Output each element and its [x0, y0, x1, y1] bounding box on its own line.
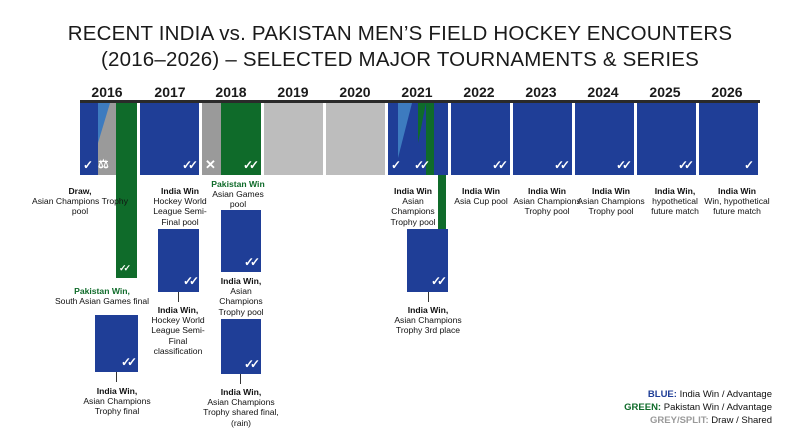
- title-line-2: (2016–2026) – SELECTED MAJOR TOURNAMENTS…: [100, 48, 700, 71]
- block-2026-india-win: ✓: [699, 103, 758, 175]
- double-check-icon: ✓✓: [616, 158, 632, 172]
- double-check-icon: ✓✓: [431, 274, 447, 288]
- block-2018-india-win-pool: ✓✓: [221, 210, 261, 272]
- block-2024-india-win: ✓✓: [575, 103, 634, 175]
- label-2016-india-win-final: India Win, Asian Champions Trophy final: [83, 386, 151, 417]
- stem-2018: [240, 374, 241, 384]
- cross-icon: ✕: [205, 157, 216, 172]
- label-2018-shared-final: India Win, Asian Champions Trophy shared …: [203, 387, 279, 428]
- block-2017-india-win: ✓✓: [140, 103, 199, 175]
- year-2019: 2019: [277, 84, 309, 100]
- block-2016-india-win-final: ✓✓: [95, 315, 138, 372]
- check-icon: ✓: [391, 158, 402, 172]
- block-2020-no-match: [326, 103, 385, 175]
- block-2021-third-place: ✓✓: [407, 229, 448, 292]
- year-2025: 2025: [649, 84, 681, 100]
- label-2016-draw: Draw, Asian Champions Trophy pool: [31, 186, 128, 217]
- label-2017-classification: India Win, Hockey World League Semi-Final…: [151, 305, 205, 356]
- block-2016-split: ✓ ⚖: [80, 103, 137, 175]
- double-check-icon: ✓✓: [492, 158, 508, 172]
- year-2023: 2023: [525, 84, 557, 100]
- double-check-icon: ✓✓: [554, 158, 570, 172]
- split-background-2016: [80, 103, 137, 175]
- legend-blue: BLUE: India Win / Advantage: [647, 389, 772, 400]
- label-2026: India Win Win, hypothetical future match: [704, 186, 770, 217]
- check-icon: ✓: [744, 158, 755, 172]
- year-2026: 2026: [711, 84, 743, 100]
- check-cross-icon: ✓✓: [119, 263, 131, 273]
- block-2021-split: ✓ ✓✓: [388, 103, 448, 175]
- stem-2017: [178, 292, 179, 302]
- label-2025: India Win, hypothetical future match: [651, 186, 699, 217]
- year-2021: 2021: [401, 84, 433, 100]
- double-check-icon: ✓✓: [414, 158, 430, 172]
- label-2023: India Win Asian Champions Trophy pool: [513, 186, 581, 217]
- legend-grey: GREY/SPLIT: Draw / Shared: [650, 415, 772, 426]
- label-2022: India Win Asia Cup pool: [454, 186, 508, 207]
- block-2018-pakistan-win: ✓✓: [221, 103, 261, 175]
- timeline-axis: [80, 100, 760, 103]
- stem-2021: [428, 292, 429, 302]
- block-2017-classification: ✓✓: [158, 229, 199, 292]
- scales-icon: ⚖: [98, 157, 109, 171]
- legend-green: GREEN: Pakistan Win / Advantage: [624, 402, 772, 413]
- check-icon: ✓: [83, 158, 94, 172]
- block-2018-shared-final: ✓✓: [221, 319, 261, 374]
- double-check-icon: ✓✓: [121, 355, 137, 369]
- double-check-icon: ✓✓: [244, 357, 260, 371]
- block-2022-india-win: ✓✓: [451, 103, 510, 175]
- double-check-icon: ✓✓: [183, 274, 199, 288]
- label-2021-third-place: India Win, Asian Champions Trophy 3rd pla…: [394, 305, 462, 336]
- double-check-icon: ✓✓: [243, 158, 259, 172]
- year-2024: 2024: [587, 84, 619, 100]
- double-check-icon: ✓✓: [182, 158, 198, 172]
- label-2018-india-win-pool: India Win, Asian Champions Trophy pool: [218, 276, 264, 317]
- year-2020: 2020: [339, 84, 371, 100]
- year-2016: 2016: [91, 84, 123, 100]
- double-check-icon: ✓✓: [678, 158, 694, 172]
- block-2016-pakistan-win: ✓✓: [116, 175, 137, 278]
- year-2022: 2022: [463, 84, 495, 100]
- label-2021-pool: India Win Asian Champions Trophy pool: [390, 186, 436, 227]
- block-2025-india-win: ✓✓: [637, 103, 696, 175]
- label-2024: India Win Asian Champions Trophy pool: [577, 186, 645, 217]
- double-check-icon: ✓✓: [244, 255, 260, 269]
- year-2018: 2018: [215, 84, 247, 100]
- split-background-2021: [388, 103, 448, 175]
- block-2023-india-win: ✓✓: [513, 103, 572, 175]
- block-2019-no-match: [264, 103, 323, 175]
- label-2016-pakistan-win: Pakistan Win, South Asian Games final: [54, 286, 150, 307]
- block-2018-grey: ✕: [202, 103, 221, 175]
- title-line-1: RECENT INDIA vs. PAKISTAN MEN’S FIELD HO…: [67, 22, 733, 45]
- stem-2016-final: [116, 372, 117, 382]
- label-2018-pakistan-win: Pakistan Win Asian Games pool: [211, 179, 265, 210]
- label-2017-pool: India Win Hockey World League Semi-Final …: [153, 186, 207, 227]
- year-2017: 2017: [154, 84, 186, 100]
- block-2021-green-bar: [438, 175, 446, 255]
